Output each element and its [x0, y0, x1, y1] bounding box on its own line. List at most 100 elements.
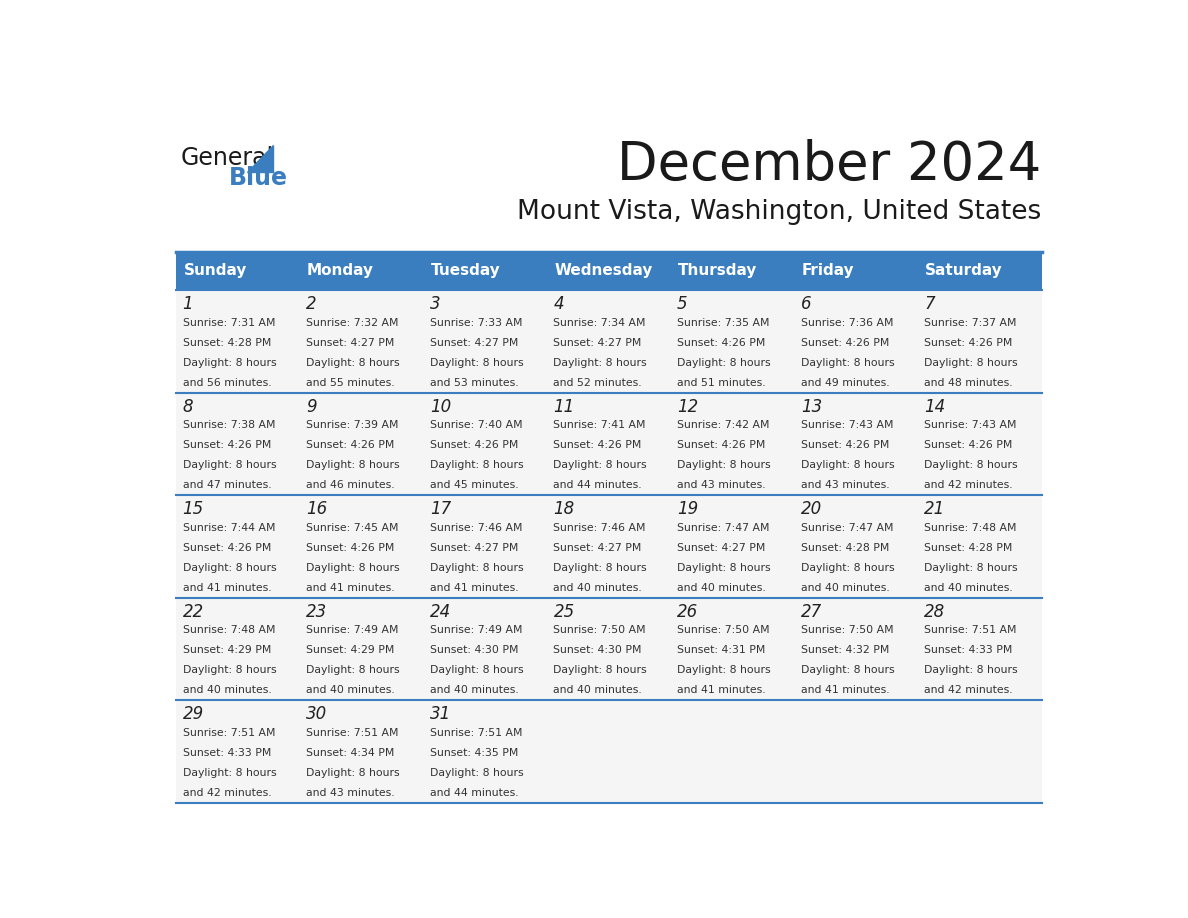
- Text: and 49 minutes.: and 49 minutes.: [801, 378, 890, 388]
- Text: Sunrise: 7:43 AM: Sunrise: 7:43 AM: [924, 420, 1017, 431]
- Bar: [546, 252, 671, 290]
- Bar: [671, 290, 795, 393]
- Text: Sunset: 4:26 PM: Sunset: 4:26 PM: [183, 441, 271, 451]
- Text: 21: 21: [924, 500, 946, 519]
- Text: 15: 15: [183, 500, 204, 519]
- Text: and 41 minutes.: and 41 minutes.: [430, 583, 518, 593]
- Text: and 41 minutes.: and 41 minutes.: [307, 583, 394, 593]
- Text: Daylight: 8 hours: Daylight: 8 hours: [801, 563, 895, 573]
- Text: Sunrise: 7:42 AM: Sunrise: 7:42 AM: [677, 420, 770, 431]
- Text: 18: 18: [554, 500, 575, 519]
- Text: Sunrise: 7:35 AM: Sunrise: 7:35 AM: [677, 318, 770, 328]
- Text: Sunrise: 7:37 AM: Sunrise: 7:37 AM: [924, 318, 1017, 328]
- Text: 3: 3: [430, 296, 441, 313]
- Text: Sunrise: 7:41 AM: Sunrise: 7:41 AM: [554, 420, 646, 431]
- Text: Sunrise: 7:39 AM: Sunrise: 7:39 AM: [307, 420, 399, 431]
- Text: Daylight: 8 hours: Daylight: 8 hours: [183, 666, 276, 676]
- Text: 22: 22: [183, 603, 204, 621]
- Text: Daylight: 8 hours: Daylight: 8 hours: [677, 666, 771, 676]
- Text: 26: 26: [677, 603, 699, 621]
- Bar: [423, 700, 546, 803]
- Text: and 46 minutes.: and 46 minutes.: [307, 480, 394, 490]
- Text: and 40 minutes.: and 40 minutes.: [677, 583, 766, 593]
- Text: Daylight: 8 hours: Daylight: 8 hours: [183, 563, 276, 573]
- Text: and 47 minutes.: and 47 minutes.: [183, 480, 271, 490]
- Bar: [423, 598, 546, 700]
- Polygon shape: [247, 145, 273, 172]
- Text: Sunset: 4:26 PM: Sunset: 4:26 PM: [801, 338, 889, 348]
- Bar: [176, 598, 299, 700]
- Bar: [176, 290, 299, 393]
- Text: Sunset: 4:26 PM: Sunset: 4:26 PM: [801, 441, 889, 451]
- Text: Daylight: 8 hours: Daylight: 8 hours: [183, 460, 276, 470]
- Text: 31: 31: [430, 705, 451, 723]
- Text: and 40 minutes.: and 40 minutes.: [430, 686, 519, 695]
- Bar: [299, 252, 423, 290]
- Text: December 2024: December 2024: [618, 139, 1042, 190]
- Bar: [546, 290, 671, 393]
- Text: 8: 8: [183, 397, 194, 416]
- Text: 16: 16: [307, 500, 328, 519]
- Text: Sunset: 4:27 PM: Sunset: 4:27 PM: [430, 543, 518, 553]
- Bar: [423, 252, 546, 290]
- Bar: [795, 252, 918, 290]
- Text: Sunrise: 7:43 AM: Sunrise: 7:43 AM: [801, 420, 893, 431]
- Bar: [671, 598, 795, 700]
- Text: and 40 minutes.: and 40 minutes.: [924, 583, 1013, 593]
- Text: Sunday: Sunday: [183, 263, 247, 278]
- Bar: [176, 393, 299, 496]
- Text: and 44 minutes.: and 44 minutes.: [554, 480, 642, 490]
- Text: Daylight: 8 hours: Daylight: 8 hours: [554, 563, 647, 573]
- Text: and 40 minutes.: and 40 minutes.: [554, 583, 643, 593]
- Text: Daylight: 8 hours: Daylight: 8 hours: [554, 666, 647, 676]
- Bar: [918, 252, 1042, 290]
- Text: and 51 minutes.: and 51 minutes.: [677, 378, 766, 388]
- Text: Daylight: 8 hours: Daylight: 8 hours: [924, 666, 1018, 676]
- Text: 24: 24: [430, 603, 451, 621]
- Text: and 41 minutes.: and 41 minutes.: [677, 686, 766, 695]
- Text: Sunrise: 7:31 AM: Sunrise: 7:31 AM: [183, 318, 276, 328]
- Text: Daylight: 8 hours: Daylight: 8 hours: [183, 767, 276, 778]
- Text: and 52 minutes.: and 52 minutes.: [554, 378, 642, 388]
- Text: Sunrise: 7:47 AM: Sunrise: 7:47 AM: [801, 523, 893, 532]
- Text: Sunrise: 7:47 AM: Sunrise: 7:47 AM: [677, 523, 770, 532]
- Bar: [795, 393, 918, 496]
- Text: and 40 minutes.: and 40 minutes.: [554, 686, 643, 695]
- Text: Sunrise: 7:46 AM: Sunrise: 7:46 AM: [430, 523, 523, 532]
- Bar: [546, 393, 671, 496]
- Text: Daylight: 8 hours: Daylight: 8 hours: [677, 358, 771, 368]
- Text: Sunrise: 7:44 AM: Sunrise: 7:44 AM: [183, 523, 276, 532]
- Text: Sunrise: 7:32 AM: Sunrise: 7:32 AM: [307, 318, 399, 328]
- Text: Sunset: 4:35 PM: Sunset: 4:35 PM: [430, 748, 518, 758]
- Text: 28: 28: [924, 603, 946, 621]
- Text: Daylight: 8 hours: Daylight: 8 hours: [924, 358, 1018, 368]
- Bar: [671, 252, 795, 290]
- Text: 4: 4: [554, 296, 564, 313]
- Text: 17: 17: [430, 500, 451, 519]
- Text: 23: 23: [307, 603, 328, 621]
- Text: 29: 29: [183, 705, 204, 723]
- Text: Sunset: 4:27 PM: Sunset: 4:27 PM: [430, 338, 518, 348]
- Text: and 42 minutes.: and 42 minutes.: [924, 480, 1013, 490]
- Text: and 40 minutes.: and 40 minutes.: [801, 583, 890, 593]
- Text: Sunset: 4:26 PM: Sunset: 4:26 PM: [307, 543, 394, 553]
- Text: General: General: [181, 146, 274, 170]
- Text: Daylight: 8 hours: Daylight: 8 hours: [801, 666, 895, 676]
- Text: and 44 minutes.: and 44 minutes.: [430, 788, 518, 798]
- Bar: [299, 496, 423, 598]
- Text: Sunrise: 7:45 AM: Sunrise: 7:45 AM: [307, 523, 399, 532]
- Bar: [918, 290, 1042, 393]
- Text: Tuesday: Tuesday: [431, 263, 500, 278]
- Bar: [795, 290, 918, 393]
- Text: and 45 minutes.: and 45 minutes.: [430, 480, 518, 490]
- Bar: [671, 393, 795, 496]
- Text: Daylight: 8 hours: Daylight: 8 hours: [554, 358, 647, 368]
- Bar: [795, 598, 918, 700]
- Text: 6: 6: [801, 296, 811, 313]
- Text: Daylight: 8 hours: Daylight: 8 hours: [430, 563, 524, 573]
- Bar: [918, 496, 1042, 598]
- Text: Sunrise: 7:46 AM: Sunrise: 7:46 AM: [554, 523, 646, 532]
- Text: Daylight: 8 hours: Daylight: 8 hours: [307, 666, 400, 676]
- Text: Sunrise: 7:50 AM: Sunrise: 7:50 AM: [554, 625, 646, 635]
- Text: and 41 minutes.: and 41 minutes.: [183, 583, 271, 593]
